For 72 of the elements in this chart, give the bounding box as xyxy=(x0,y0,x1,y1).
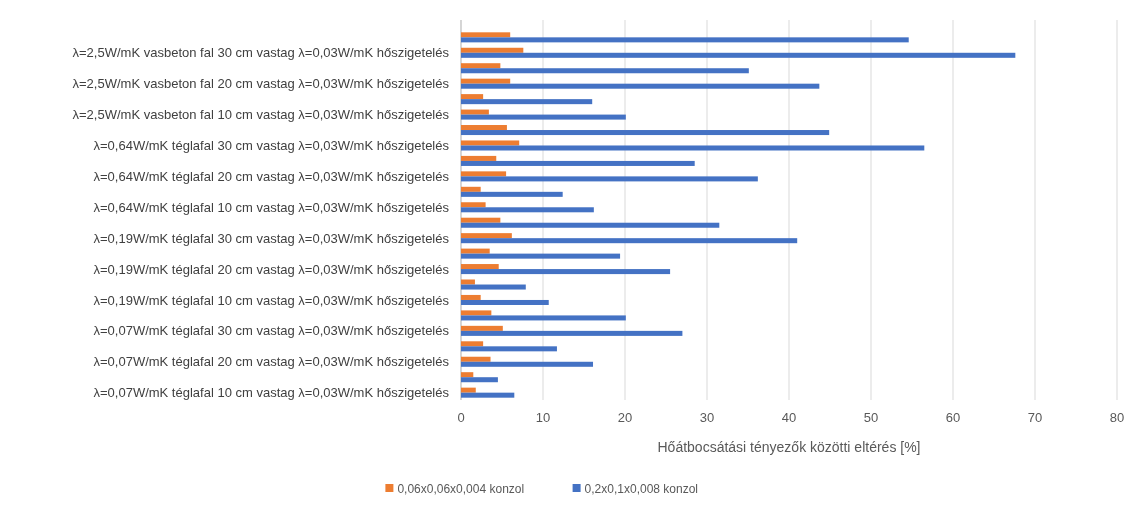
bar xyxy=(461,233,512,239)
y-tick-label: λ=2,5W/mK vasbeton fal 30 cm vastag λ=0,03W/mK hőszigetelés xyxy=(72,45,450,61)
bar xyxy=(461,294,481,300)
bar xyxy=(461,32,511,38)
y-tick-label: λ=2,5W/mK vasbeton fal 10 cm vastag λ=0,03W/mK hőszigetelés xyxy=(72,107,450,123)
y-tick-label: λ=0,07W/mK téglafal 10 cm vastag λ=0,03W/mK hőszigetelés xyxy=(93,385,450,401)
bar xyxy=(461,315,626,321)
bar xyxy=(461,202,486,208)
bar xyxy=(461,284,526,290)
y-tick-label: λ=0,64W/mK téglafal 10 cm vastag λ=0,03W/mK hőszigetelés xyxy=(93,199,450,215)
bar xyxy=(461,63,501,69)
bar xyxy=(461,68,749,74)
bar xyxy=(461,248,490,254)
x-axis-title: Hőátbocsátási tényezők közötti eltérés [%] xyxy=(657,439,921,455)
bar xyxy=(461,99,593,105)
bar xyxy=(461,145,925,151)
bar xyxy=(461,109,489,115)
x-tick-label: 10 xyxy=(535,410,551,425)
bar xyxy=(461,238,798,244)
bar xyxy=(461,299,549,305)
legend-label: 0,06x0,06x0,004 konzol xyxy=(397,482,525,496)
legend-label: 0,2x0,1x0,008 konzol xyxy=(584,482,699,496)
x-tick-label: 80 xyxy=(1109,410,1125,425)
bar xyxy=(461,325,503,331)
x-tick-label: 70 xyxy=(1027,410,1043,425)
y-tick-label: λ=0,19W/mK téglafal 20 cm vastag λ=0,03W/mK hőszigetelés xyxy=(93,261,450,277)
bar xyxy=(461,207,594,213)
y-tick-label: λ=0,64W/mK téglafal 20 cm vastag λ=0,03W/mK hőszigetelés xyxy=(93,168,450,184)
bar xyxy=(461,160,695,166)
bar xyxy=(461,155,497,161)
bar xyxy=(461,83,820,89)
x-tick-label: 30 xyxy=(699,410,715,425)
bar xyxy=(461,114,626,120)
bar xyxy=(461,191,563,197)
y-tick-label: λ=0,07W/mK téglafal 30 cm vastag λ=0,03W/mK hőszigetelés xyxy=(93,323,450,339)
y-tick-label: λ=0,64W/mK téglafal 30 cm vastag λ=0,03W/mK hőszigetelés xyxy=(93,138,450,154)
bar xyxy=(461,140,520,146)
x-tick-label: 0 xyxy=(457,410,465,425)
bar xyxy=(461,47,524,53)
bar xyxy=(461,392,515,398)
bar xyxy=(461,222,720,228)
bar xyxy=(461,279,475,285)
bar xyxy=(461,356,491,362)
bar xyxy=(461,94,484,100)
bar xyxy=(461,78,511,84)
x-tick-label: 40 xyxy=(781,410,797,425)
bar xyxy=(461,269,671,275)
bar xyxy=(461,310,492,316)
x-tick-label: 50 xyxy=(863,410,879,425)
bar xyxy=(461,330,683,336)
x-tick-label: 20 xyxy=(617,410,633,425)
bar xyxy=(461,372,474,378)
bar xyxy=(461,387,476,393)
bar xyxy=(461,264,499,270)
bar xyxy=(461,346,557,352)
bar xyxy=(461,253,621,259)
x-tick-label: 60 xyxy=(945,410,961,425)
y-tick-label: λ=0,19W/mK téglafal 10 cm vastag λ=0,03W/mK hőszigetelés xyxy=(93,292,450,308)
y-tick-label: λ=0,19W/mK téglafal 30 cm vastag λ=0,03W/mK hőszigetelés xyxy=(93,230,450,246)
y-tick-label: λ=0,07W/mK téglafal 20 cm vastag λ=0,03W/mK hőszigetelés xyxy=(93,354,450,370)
bar xyxy=(461,37,909,43)
bar xyxy=(461,341,484,347)
y-tick-label: λ=2,5W/mK vasbeton fal 20 cm vastag λ=0,03W/mK hőszigetelés xyxy=(72,76,450,92)
bar xyxy=(461,186,481,192)
bar xyxy=(461,171,507,177)
bar xyxy=(461,176,758,182)
bar xyxy=(461,377,498,383)
bar xyxy=(461,361,594,367)
bar xyxy=(461,217,501,223)
bar xyxy=(461,125,507,131)
bar xyxy=(461,130,830,136)
bar xyxy=(461,52,1016,58)
